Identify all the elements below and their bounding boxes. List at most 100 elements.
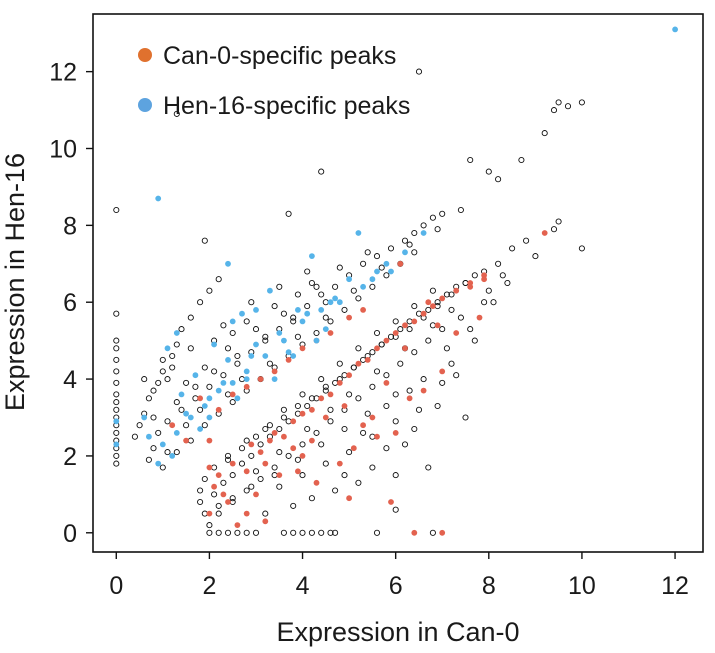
data-point xyxy=(206,414,213,421)
data-point xyxy=(234,522,241,528)
data-point-open xyxy=(113,391,120,398)
data-point xyxy=(295,468,301,475)
data-point-open xyxy=(369,349,376,356)
data-point xyxy=(402,345,408,352)
data-point xyxy=(220,380,227,386)
data-point xyxy=(332,295,338,302)
x-axis-title: Expression in Can-0 xyxy=(276,617,519,647)
y-tick-label: 6 xyxy=(63,289,77,317)
data-point-open xyxy=(243,437,250,444)
data-point-open xyxy=(229,472,236,479)
data-point xyxy=(467,283,474,290)
data-point xyxy=(183,437,190,444)
data-point xyxy=(406,395,413,402)
data-point-open xyxy=(355,395,362,402)
data-point xyxy=(299,345,306,352)
data-point xyxy=(392,330,399,336)
data-point xyxy=(453,287,460,294)
data-point-open xyxy=(159,356,166,363)
data-point-open xyxy=(206,383,213,390)
data-point xyxy=(299,453,306,459)
data-point-open xyxy=(173,449,180,456)
data-point-open xyxy=(439,326,446,333)
data-point xyxy=(346,276,352,283)
data-point-open xyxy=(401,237,409,244)
data-point-open xyxy=(304,268,311,275)
data-point-open xyxy=(183,379,190,386)
data-point xyxy=(672,26,678,33)
data-point xyxy=(285,349,292,356)
data-point-open xyxy=(215,510,222,517)
data-point xyxy=(355,360,362,367)
data-point-open xyxy=(276,449,283,456)
data-point-open xyxy=(113,406,120,413)
data-point xyxy=(346,495,352,502)
data-point-open xyxy=(252,529,260,536)
data-point-open xyxy=(294,291,301,298)
data-point xyxy=(164,345,171,352)
data-point-open xyxy=(113,429,120,436)
data-point-open xyxy=(304,425,311,433)
data-point-open xyxy=(224,456,232,463)
data-point-open xyxy=(187,345,194,352)
data-point xyxy=(206,510,213,517)
data-point xyxy=(197,426,204,432)
data-point-open xyxy=(248,483,255,490)
data-point xyxy=(360,422,366,429)
data-point-open xyxy=(439,210,446,217)
series-other-peaks xyxy=(113,68,585,536)
data-point-open xyxy=(578,99,585,106)
data-point-open xyxy=(308,395,315,402)
data-point xyxy=(229,391,236,398)
data-point xyxy=(327,330,334,336)
data-point-open xyxy=(448,291,455,298)
data-point-open xyxy=(145,456,152,463)
data-point xyxy=(295,307,301,313)
data-point xyxy=(309,253,315,259)
data-point-open xyxy=(220,372,227,379)
data-point-open xyxy=(290,529,297,536)
data-point-open xyxy=(341,306,348,313)
data-point-open xyxy=(113,356,120,363)
data-point-open xyxy=(271,303,278,310)
data-point-open xyxy=(318,168,325,175)
data-point-open xyxy=(360,260,367,267)
data-point-open xyxy=(392,318,399,325)
data-point xyxy=(318,307,325,313)
data-point-open xyxy=(411,425,418,433)
data-point-open xyxy=(411,303,418,310)
data-point-open xyxy=(429,214,436,221)
data-point-open xyxy=(392,472,399,479)
data-point xyxy=(439,529,446,536)
data-point-open xyxy=(178,406,185,413)
data-point xyxy=(169,453,176,459)
data-point-open xyxy=(280,529,287,536)
data-point xyxy=(243,376,250,382)
data-point xyxy=(197,395,204,402)
data-point xyxy=(271,368,278,375)
data-point xyxy=(253,491,259,498)
legend-label-hen16: Hen-16-specific peaks xyxy=(163,92,410,120)
data-point xyxy=(397,260,404,267)
data-point-open xyxy=(346,391,353,398)
data-point-open xyxy=(457,314,464,321)
data-point-open xyxy=(369,464,376,471)
data-point-open xyxy=(434,226,441,233)
data-point xyxy=(434,322,441,329)
data-point-open xyxy=(392,418,399,425)
data-point-open xyxy=(113,399,120,406)
data-point xyxy=(215,387,222,394)
data-point-open xyxy=(262,337,269,344)
y-tick-label: 2 xyxy=(63,443,77,471)
data-point xyxy=(229,318,236,325)
data-point-open xyxy=(113,337,120,344)
data-point-open xyxy=(243,318,250,325)
data-point-open xyxy=(448,306,455,313)
data-point-open xyxy=(495,176,502,183)
data-point xyxy=(169,422,176,429)
data-point-open xyxy=(266,422,273,429)
data-point-open xyxy=(378,341,385,348)
data-point-open xyxy=(471,272,478,279)
data-point xyxy=(225,357,231,363)
data-point xyxy=(192,372,199,379)
